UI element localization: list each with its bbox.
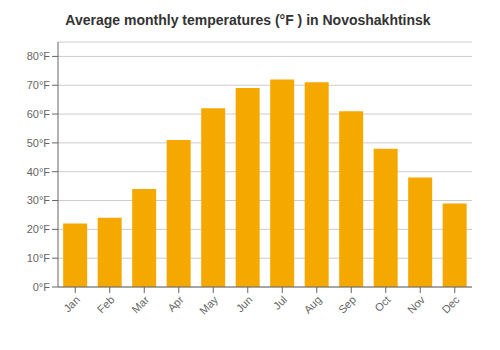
svg-text:Apr: Apr: [165, 293, 186, 314]
svg-text:Oct: Oct: [372, 293, 393, 314]
svg-text:Sep: Sep: [336, 293, 358, 315]
svg-text:60°F: 60°F: [27, 108, 51, 120]
svg-text:Feb: Feb: [95, 293, 117, 315]
svg-text:Jan: Jan: [61, 293, 82, 314]
svg-text:30°F: 30°F: [27, 194, 51, 206]
svg-text:40°F: 40°F: [27, 166, 51, 178]
svg-text:50°F: 50°F: [27, 137, 51, 149]
svg-text:May: May: [197, 293, 221, 317]
svg-text:0°F: 0°F: [33, 281, 51, 293]
svg-text:10°F: 10°F: [27, 252, 51, 264]
svg-text:Mar: Mar: [129, 293, 151, 315]
svg-text:Jun: Jun: [234, 293, 255, 314]
html-text:Average monthly temperatures (: Average monthly temperatures (°F ) in No…: [65, 12, 431, 28]
svg-text:Aug: Aug: [301, 293, 323, 315]
svg-text:80°F: 80°F: [27, 50, 51, 62]
svg-text:Nov: Nov: [405, 293, 428, 316]
svg-text:70°F: 70°F: [27, 79, 51, 91]
svg-text:Dec: Dec: [439, 293, 462, 316]
svg-text:20°F: 20°F: [27, 223, 51, 235]
svg-text:Jul: Jul: [271, 293, 289, 311]
